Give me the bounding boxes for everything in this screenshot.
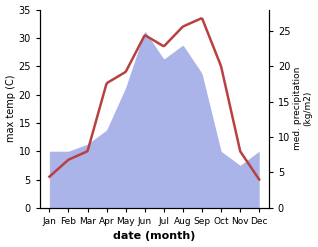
Y-axis label: max temp (C): max temp (C) [5,75,16,143]
Y-axis label: med. precipitation
(kg/m2): med. precipitation (kg/m2) [293,67,313,150]
X-axis label: date (month): date (month) [113,231,196,242]
